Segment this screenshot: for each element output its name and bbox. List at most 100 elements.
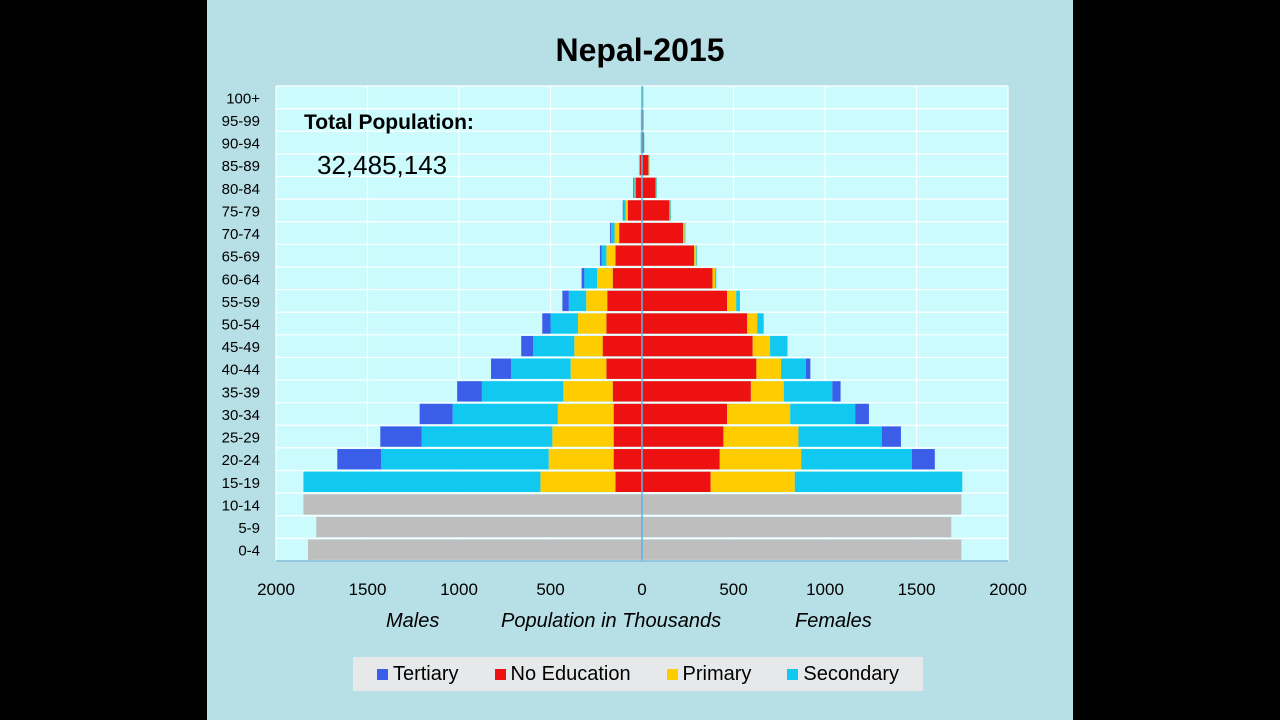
males-bar-primary-60-64 [597, 268, 613, 289]
males-bar-no-education-25-29 [613, 426, 642, 447]
females-bar-no-education-55-59 [642, 290, 728, 312]
females-bar-no-education-40-44 [642, 358, 757, 379]
males-bar-no-education-55-59 [607, 290, 642, 312]
females-bar-tertiary-20-24 [911, 449, 935, 470]
males-bar-no-education-50-54 [606, 313, 642, 334]
age-group-label: 50-54 [222, 317, 260, 334]
age-group-label: 5-9 [238, 520, 260, 537]
legend-label: No Education [510, 662, 631, 685]
males-bar-total-0-4 [308, 539, 642, 560]
x-tick-label: 1000 [440, 580, 478, 599]
males-bar-primary-75-79 [625, 200, 628, 221]
males-bar-tertiary-60-64 [581, 268, 585, 289]
males-bar-no-education-35-39 [612, 381, 642, 402]
males-bar-no-education-20-24 [613, 449, 642, 470]
x-tick-label: 1500 [349, 580, 387, 599]
males-bar-primary-70-74 [614, 222, 620, 244]
females-bar-secondary-90-94 [643, 132, 645, 153]
males-bar-secondary-30-34 [452, 403, 558, 425]
males-bar-tertiary-35-39 [457, 381, 482, 402]
males-bar-no-education-60-64 [612, 268, 642, 289]
legend-swatch [376, 668, 388, 680]
x-tick-label: 2000 [257, 580, 295, 599]
males-bar-tertiary-20-24 [337, 449, 382, 470]
males-bar-secondary-90-94 [640, 132, 642, 153]
females-bar-primary-45-49 [752, 335, 771, 357]
x-tick-label: 0 [637, 580, 646, 599]
females-bar-secondary-65-69 [696, 245, 698, 266]
females-bar-no-education-15-19 [642, 471, 711, 493]
x-tick-label: 500 [719, 580, 747, 599]
age-group-label: 0-4 [238, 543, 260, 560]
males-bar-secondary-70-74 [610, 222, 615, 244]
legend-label: Secondary [803, 662, 899, 685]
females-bar-primary-50-54 [747, 313, 758, 334]
males-bar-primary-55-59 [586, 290, 608, 312]
age-group-label: 85-89 [222, 158, 260, 175]
males-bar-primary-20-24 [548, 449, 614, 470]
females-bar-secondary-25-29 [798, 426, 882, 447]
females-bar-secondary-100+ [642, 87, 644, 108]
males-bar-tertiary-50-54 [542, 313, 551, 334]
females-bar-secondary-85-89 [648, 154, 650, 176]
males-bar-secondary-25-29 [421, 426, 553, 447]
age-group-label: 20-24 [222, 452, 260, 469]
females-bar-total-10-14 [642, 494, 962, 515]
legend-item: No Education [494, 662, 631, 686]
males-bar-tertiary-30-34 [419, 403, 453, 425]
females-bar-primary-15-19 [710, 471, 795, 493]
legend-item: Tertiary [376, 663, 459, 686]
females-bar-primary-55-59 [727, 290, 737, 312]
females-bar-secondary-45-49 [770, 335, 788, 357]
males-bar-no-education-30-34 [613, 403, 642, 425]
males-bar-secondary-40-44 [511, 358, 571, 379]
females-bar-primary-80-84 [655, 177, 657, 198]
age-group-label: 45-49 [222, 339, 260, 356]
males-bar-primary-35-39 [563, 381, 613, 402]
females-bar-tertiary-40-44 [805, 358, 811, 379]
females-label: Females [795, 610, 872, 632]
females-bar-no-education-70-74 [642, 222, 684, 244]
males-bar-no-education-70-74 [619, 222, 642, 244]
legend-item: Primary [666, 663, 751, 686]
males-bar-no-education-75-79 [627, 200, 642, 221]
age-group-label: 70-74 [222, 226, 260, 243]
males-bar-no-education-80-84 [635, 177, 642, 198]
females-bar-primary-60-64 [712, 268, 716, 289]
legend-swatch [494, 668, 506, 680]
females-bar-primary-25-29 [723, 426, 799, 447]
males-bar-tertiary-45-49 [521, 335, 534, 357]
males-bar-primary-25-29 [552, 426, 614, 447]
males-bar-primary-30-34 [557, 403, 614, 425]
age-group-label: 90-94 [222, 136, 260, 153]
males-bar-secondary-35-39 [481, 381, 564, 402]
females-bar-tertiary-25-29 [881, 426, 901, 447]
age-group-label: 10-14 [222, 497, 260, 514]
males-bar-secondary-15-19 [303, 471, 541, 493]
x-tick-label: 500 [536, 580, 564, 599]
males-bar-secondary-95-99 [640, 109, 642, 131]
chart-title: Nepal-2015 [555, 32, 725, 68]
age-group-label: 15-19 [222, 475, 260, 492]
females-bar-no-education-80-84 [642, 177, 656, 198]
females-bar-tertiary-35-39 [832, 381, 841, 402]
males-bar-no-education-45-49 [602, 335, 642, 357]
females-bar-no-education-25-29 [642, 426, 724, 447]
females-bar-no-education-85-89 [642, 154, 649, 176]
males-bar-primary-45-49 [574, 335, 603, 357]
males-bar-no-education-65-69 [615, 245, 642, 266]
females-bar-secondary-30-34 [790, 403, 856, 425]
females-bar-no-education-45-49 [642, 335, 753, 357]
females-bar-secondary-95-99 [643, 109, 644, 131]
females-bar-no-education-60-64 [642, 268, 713, 289]
males-bar-no-education-15-19 [615, 471, 642, 493]
males-bar-tertiary-40-44 [491, 358, 512, 379]
males-bar-secondary-65-69 [601, 245, 607, 266]
age-group-label: 75-79 [222, 203, 260, 220]
males-bar-total-5-9 [316, 516, 642, 538]
females-bar-secondary-70-74 [684, 222, 686, 244]
females-bar-primary-65-69 [694, 245, 697, 266]
females-bar-primary-40-44 [756, 358, 782, 379]
age-group-label: 40-44 [222, 362, 260, 379]
males-bar-primary-80-84 [634, 177, 636, 198]
